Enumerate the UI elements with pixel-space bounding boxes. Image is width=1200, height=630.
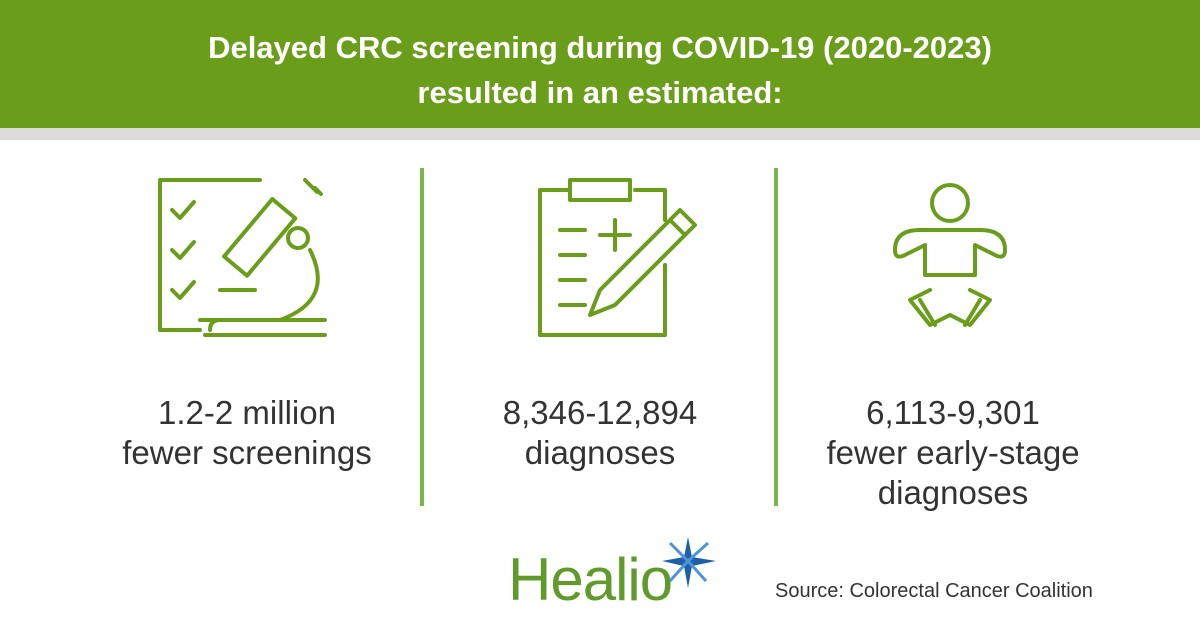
stat-line: 8,346-12,894	[502, 394, 698, 431]
logo-star	[662, 537, 716, 588]
clipboard-icon	[538, 178, 697, 337]
header: Delayed CRC screening during COVID-19 (2…	[0, 0, 1200, 128]
divider	[420, 168, 424, 506]
stat-line: fewer screenings	[122, 434, 372, 471]
stat: 8,346-12,894 diagnoses	[430, 393, 770, 473]
title-line: resulted in an estimated:	[417, 75, 783, 110]
source: Source: Colorectal Cancer Coalition	[775, 580, 1093, 602]
microscope-icon	[158, 178, 327, 337]
divider	[774, 168, 778, 506]
baby-icon	[893, 183, 1007, 327]
stat-line: diagnoses	[524, 434, 676, 471]
header-band	[0, 128, 1200, 140]
stat-line: 1.2-2 million	[158, 394, 336, 431]
title-line: Delayed CRC screening during COVID-19 (2…	[208, 30, 992, 65]
stat-line: diagnoses	[877, 474, 1029, 511]
logo: Healio	[508, 546, 673, 613]
stat: 6,113-9,301 fewer early-stage diagnoses	[783, 393, 1123, 513]
stat-line: 6,113-9,301	[866, 394, 1040, 431]
stat: 1.2-2 million fewer screenings	[77, 393, 417, 473]
stat-line: fewer early-stage	[826, 434, 1080, 471]
